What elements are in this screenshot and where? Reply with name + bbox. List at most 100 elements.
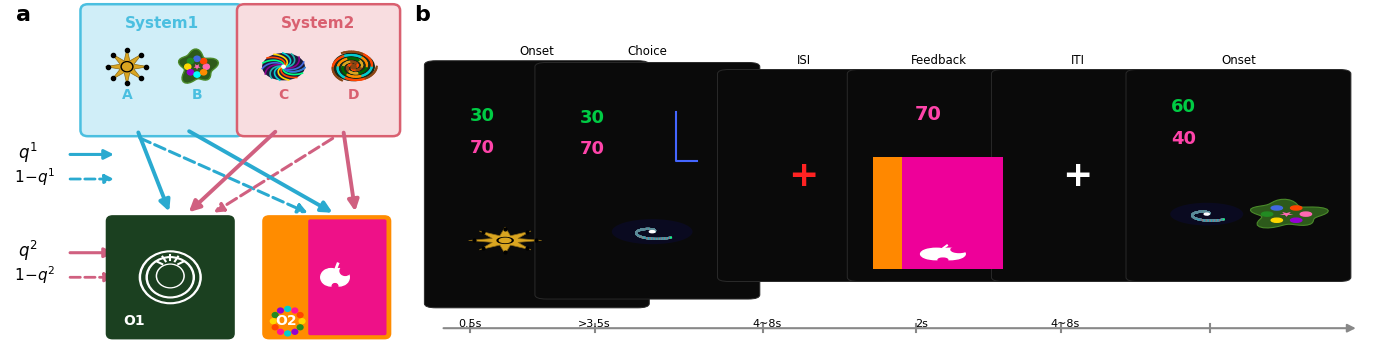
Circle shape — [500, 238, 511, 243]
Circle shape — [200, 69, 207, 75]
FancyBboxPatch shape — [424, 61, 649, 308]
Text: ITI: ITI — [1071, 54, 1085, 67]
Circle shape — [185, 64, 191, 69]
Circle shape — [141, 253, 199, 302]
Polygon shape — [106, 48, 148, 85]
Circle shape — [187, 59, 194, 64]
Circle shape — [139, 251, 200, 304]
FancyBboxPatch shape — [309, 219, 387, 335]
Circle shape — [281, 65, 286, 68]
Ellipse shape — [1170, 203, 1244, 225]
Circle shape — [146, 257, 195, 298]
FancyBboxPatch shape — [238, 4, 400, 136]
Text: 2s: 2s — [914, 319, 928, 329]
Text: $1\!-\!q^2$: $1\!-\!q^2$ — [14, 265, 55, 286]
Circle shape — [497, 238, 514, 243]
Circle shape — [297, 325, 303, 330]
Polygon shape — [194, 64, 200, 70]
Circle shape — [938, 258, 947, 261]
Text: ISI: ISI — [796, 54, 811, 67]
Circle shape — [292, 329, 298, 334]
Circle shape — [277, 329, 283, 334]
Text: +: + — [1063, 159, 1093, 192]
Circle shape — [1291, 206, 1302, 210]
Ellipse shape — [332, 52, 375, 81]
Polygon shape — [178, 49, 218, 83]
FancyBboxPatch shape — [902, 157, 1004, 269]
Circle shape — [277, 308, 283, 313]
Circle shape — [1291, 218, 1302, 222]
Text: >3.5s: >3.5s — [578, 319, 611, 329]
Circle shape — [1204, 213, 1210, 215]
Circle shape — [270, 319, 276, 324]
Circle shape — [649, 231, 655, 233]
FancyBboxPatch shape — [107, 216, 233, 339]
Circle shape — [272, 312, 279, 317]
Text: O1: O1 — [124, 314, 144, 328]
Text: $1\!-\!q^1$: $1\!-\!q^1$ — [14, 166, 55, 188]
Text: 40: 40 — [1171, 130, 1196, 148]
Text: 0.5s: 0.5s — [457, 319, 482, 329]
Text: $q^2$: $q^2$ — [18, 239, 37, 263]
Text: 30: 30 — [470, 107, 494, 125]
Text: $q^1$: $q^1$ — [18, 141, 37, 165]
Circle shape — [122, 63, 132, 71]
Ellipse shape — [262, 53, 305, 80]
Text: 60: 60 — [1171, 98, 1196, 116]
Text: 70: 70 — [579, 140, 605, 158]
Text: b: b — [413, 5, 430, 25]
Circle shape — [351, 65, 356, 69]
Circle shape — [187, 69, 194, 75]
Ellipse shape — [612, 219, 692, 244]
Text: a: a — [16, 5, 30, 25]
Circle shape — [1271, 206, 1282, 210]
Circle shape — [1300, 212, 1311, 216]
Polygon shape — [1251, 199, 1329, 228]
FancyBboxPatch shape — [718, 69, 890, 282]
Circle shape — [332, 284, 338, 289]
Circle shape — [341, 266, 350, 276]
FancyBboxPatch shape — [262, 216, 390, 339]
Circle shape — [321, 269, 341, 286]
Circle shape — [194, 72, 200, 77]
Text: D: D — [347, 88, 360, 102]
Text: A: A — [122, 88, 132, 102]
Text: 4~8s: 4~8s — [1050, 319, 1081, 329]
Polygon shape — [1280, 212, 1293, 217]
Circle shape — [157, 264, 184, 288]
Circle shape — [330, 269, 349, 286]
Circle shape — [1271, 218, 1282, 222]
FancyBboxPatch shape — [873, 157, 1004, 269]
Circle shape — [934, 248, 965, 260]
Text: +: + — [788, 159, 818, 192]
Circle shape — [121, 62, 133, 72]
Text: 30: 30 — [579, 109, 605, 127]
FancyBboxPatch shape — [991, 69, 1163, 282]
Circle shape — [920, 248, 951, 260]
Text: System1: System1 — [125, 16, 199, 31]
Circle shape — [284, 306, 291, 311]
Circle shape — [148, 259, 192, 296]
Circle shape — [951, 247, 967, 252]
Circle shape — [200, 59, 207, 64]
Text: 70: 70 — [914, 105, 942, 124]
FancyBboxPatch shape — [847, 69, 1028, 282]
Text: B: B — [192, 88, 202, 102]
Circle shape — [194, 56, 200, 61]
Circle shape — [158, 265, 183, 286]
Text: Feedback: Feedback — [910, 54, 967, 67]
Text: Onset: Onset — [519, 45, 555, 58]
Text: 4~8s: 4~8s — [752, 319, 783, 329]
Circle shape — [299, 319, 305, 324]
Circle shape — [1262, 212, 1273, 216]
Text: 70: 70 — [470, 139, 494, 157]
Text: Onset: Onset — [1221, 54, 1256, 67]
Circle shape — [203, 64, 209, 69]
FancyBboxPatch shape — [81, 4, 243, 136]
Circle shape — [272, 325, 279, 330]
Text: Choice: Choice — [627, 45, 667, 58]
Circle shape — [292, 308, 298, 313]
FancyBboxPatch shape — [535, 62, 759, 299]
Circle shape — [297, 312, 303, 317]
FancyBboxPatch shape — [1126, 69, 1351, 282]
